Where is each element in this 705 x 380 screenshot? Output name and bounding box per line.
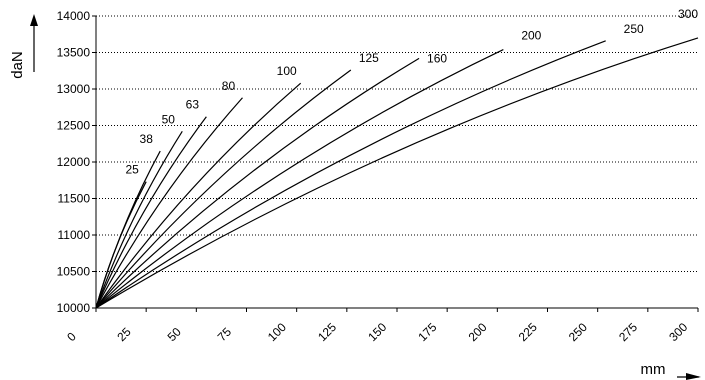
y-tick-label: 12500 — [57, 119, 91, 133]
series-label-125: 125 — [359, 51, 379, 65]
series-group — [95, 37, 699, 309]
series-label-300: 300 — [678, 7, 698, 21]
series-labels: 25 38 50 63 80 100 125 160 200 250 300 — [125, 7, 698, 177]
series-line-200 — [95, 49, 504, 309]
y-tick-label: 11500 — [58, 192, 91, 206]
series-line-250 — [95, 40, 606, 309]
series-label-160: 160 — [427, 51, 447, 65]
y-axis-label-arrowhead — [30, 14, 38, 26]
series-line-125 — [95, 69, 352, 309]
x-tick-label: 150 — [365, 320, 389, 344]
series-line-38 — [95, 150, 161, 309]
x-tick-label: 0 — [64, 329, 79, 344]
x-tick-label: 125 — [315, 320, 339, 344]
y-axis-label: daN — [9, 51, 26, 79]
series-line-63 — [95, 116, 207, 309]
y-tick-label: 10500 — [57, 265, 91, 279]
x-tick-label: 50 — [165, 325, 185, 345]
series-label-25: 25 — [125, 163, 139, 177]
series-line-300 — [95, 37, 699, 309]
y-tick-label: 13500 — [57, 46, 91, 60]
series-label-100: 100 — [277, 64, 297, 78]
y-tick-label: 10000 — [57, 301, 91, 315]
y-tick-label: 14000 — [57, 9, 91, 23]
x-tick-label: 200 — [466, 320, 490, 344]
x-axis-label-arrowhead — [686, 373, 701, 380]
series-label-38: 38 — [140, 132, 154, 146]
series-line-50 — [95, 131, 183, 309]
series-label-200: 200 — [521, 29, 541, 43]
series-line-100 — [95, 82, 302, 309]
x-tick-label: 100 — [265, 320, 289, 344]
series-label-50: 50 — [162, 112, 176, 126]
series-line-80 — [95, 97, 243, 309]
x-tick-label: 75 — [215, 325, 235, 345]
x-axis-label: mm — [641, 361, 666, 378]
x-tick-label: 175 — [415, 320, 439, 344]
x-tick-label: 275 — [616, 320, 640, 344]
y-tick-label: 11000 — [58, 228, 91, 242]
y-tick-label: 13000 — [57, 82, 91, 96]
series-line-160 — [95, 57, 420, 309]
x-tick-label: 25 — [114, 325, 134, 345]
y-tick-label: 12000 — [57, 155, 91, 169]
series-label-63: 63 — [186, 98, 200, 112]
series-label-80: 80 — [222, 79, 236, 93]
x-tick-label: 225 — [516, 320, 540, 344]
axes: 10000 10500 11000 11500 12000 12500 13000 13500… — [57, 9, 699, 345]
grid-lines — [96, 15, 698, 272]
x-tick-label: 300 — [666, 320, 690, 344]
x-tick-label: 250 — [566, 320, 590, 344]
series-label-250: 250 — [624, 22, 644, 36]
